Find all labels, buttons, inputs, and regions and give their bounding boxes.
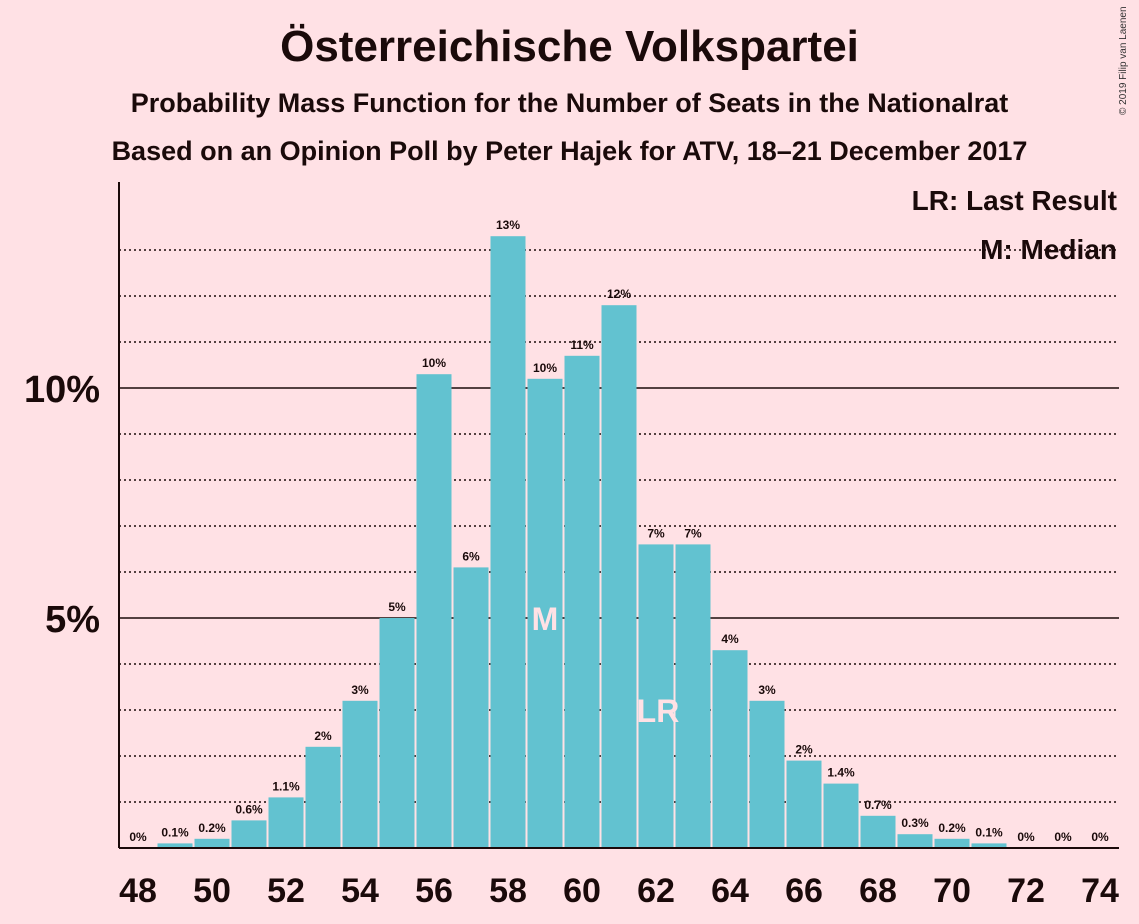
bar	[601, 305, 637, 848]
data-label: 0.7%	[864, 798, 892, 812]
bar	[638, 544, 674, 848]
bar	[231, 820, 267, 848]
data-label: 0%	[1091, 830, 1109, 844]
data-label: 0.6%	[235, 802, 263, 816]
data-label: 3%	[758, 683, 776, 697]
data-label: 10%	[422, 356, 446, 370]
bar	[712, 650, 748, 848]
x-tick-label: 52	[267, 872, 305, 910]
data-label: 13%	[496, 218, 520, 232]
chart-source-subtitle: Based on an Opinion Poll by Peter Hajek …	[111, 136, 1028, 166]
y-tick-label: 5%	[45, 599, 100, 641]
bar	[897, 834, 933, 848]
bar	[971, 843, 1007, 848]
legend-entry: M: Median	[980, 234, 1117, 265]
bar	[268, 797, 304, 848]
x-tick-label: 70	[933, 872, 971, 910]
median-marker: M	[532, 601, 559, 637]
bar	[305, 746, 341, 848]
data-label: 12%	[607, 287, 631, 301]
bar	[675, 544, 711, 848]
x-tick-label: 66	[785, 872, 823, 910]
bar	[564, 355, 600, 848]
bar	[453, 567, 489, 848]
x-tick-label: 74	[1081, 872, 1119, 910]
legend-entry: LR: Last Result	[912, 185, 1117, 216]
data-label: 5%	[388, 600, 406, 614]
bar	[194, 838, 230, 848]
data-label: 0%	[1017, 830, 1035, 844]
bar	[749, 700, 785, 848]
x-tick-label: 50	[193, 872, 231, 910]
data-label: 0.2%	[198, 821, 226, 835]
data-label: 7%	[647, 526, 665, 540]
data-label: 0%	[129, 830, 147, 844]
bar	[416, 374, 452, 848]
data-label: 0%	[1054, 830, 1072, 844]
bar	[379, 618, 415, 848]
bar	[527, 378, 563, 848]
x-tick-label: 72	[1007, 872, 1045, 910]
data-label: 4%	[721, 632, 739, 646]
data-label: 2%	[314, 729, 332, 743]
x-tick-label: 62	[637, 872, 675, 910]
data-label: 1.1%	[272, 779, 300, 793]
data-label: 10%	[533, 361, 557, 375]
bar	[157, 843, 193, 848]
data-label: 2%	[795, 743, 813, 757]
data-label: 7%	[684, 526, 702, 540]
x-tick-label: 58	[489, 872, 527, 910]
x-tick-label: 68	[859, 872, 897, 910]
bar	[860, 815, 896, 848]
chart-subtitle: Probability Mass Function for the Number…	[130, 88, 1009, 118]
data-label: 0.3%	[901, 816, 929, 830]
data-label: 0.1%	[975, 825, 1003, 839]
data-label: 6%	[462, 549, 480, 563]
data-label: 0.2%	[938, 821, 966, 835]
bar	[342, 700, 378, 848]
bar	[490, 236, 526, 848]
data-label: 3%	[351, 683, 369, 697]
x-tick-label: 64	[711, 872, 749, 910]
x-tick-label: 48	[119, 872, 157, 910]
data-label: 1.4%	[827, 766, 855, 780]
data-label: 0.1%	[161, 825, 189, 839]
x-tick-label: 54	[341, 872, 379, 910]
y-tick-label: 10%	[24, 369, 100, 411]
x-tick-label: 56	[415, 872, 453, 910]
chart-title: Österreichische Volkspartei	[280, 22, 859, 71]
bar	[786, 760, 822, 848]
data-label: 11%	[570, 338, 594, 352]
x-tick-label: 60	[563, 872, 601, 910]
last-result-marker: LR	[637, 693, 680, 729]
bar	[934, 838, 970, 848]
bar	[823, 783, 859, 848]
